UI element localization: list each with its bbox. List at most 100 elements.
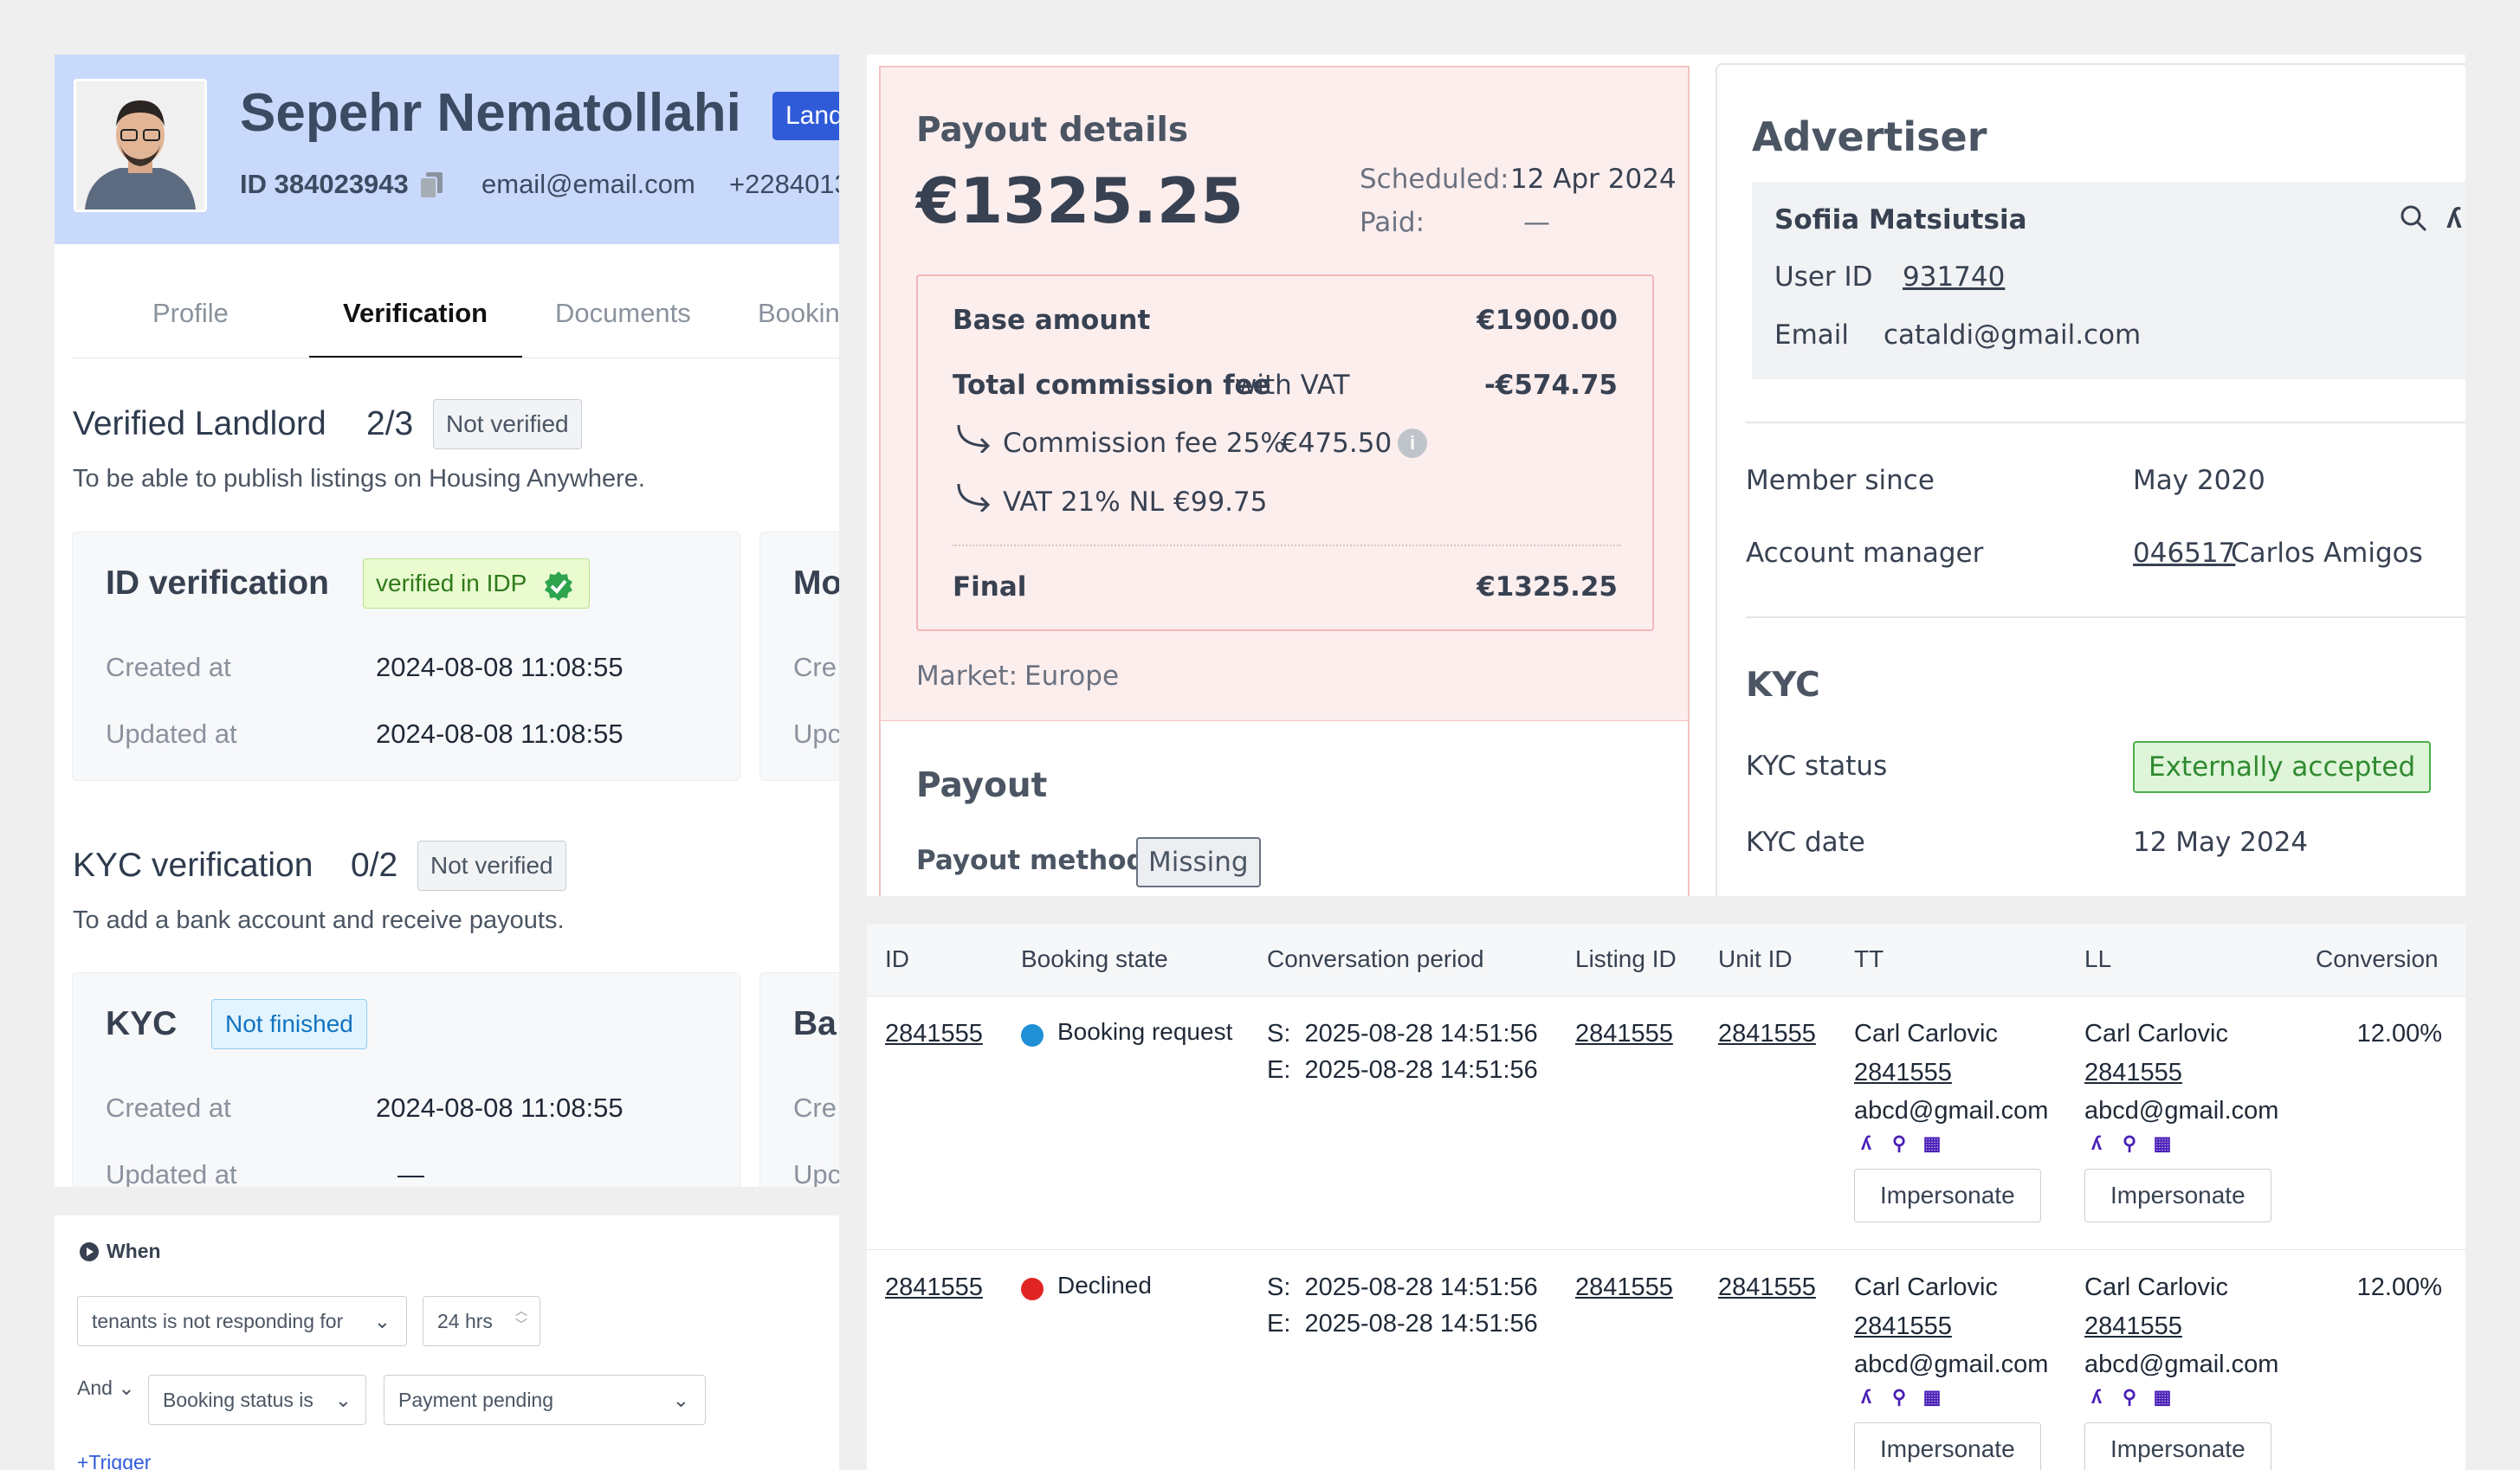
impersonate-landlord-button[interactable]: Impersonate <box>2084 1169 2271 1222</box>
when-title: When <box>107 1240 161 1262</box>
final-label: Final <box>953 571 1027 603</box>
tab-bookings[interactable]: Bookin <box>758 298 839 328</box>
duration-value: 24 hrs <box>437 1310 493 1332</box>
info-icon[interactable]: i <box>1398 429 1427 458</box>
booking-state: Booking request <box>1057 1018 1233 1045</box>
status-field-value: Booking status is <box>163 1389 313 1411</box>
kyc-verification-title: KYC verification <box>73 847 313 884</box>
conversation-end: E: 2025-08-28 14:51:56 <box>1267 1056 1538 1084</box>
status-value-select[interactable]: Payment pending ⌄ <box>384 1375 706 1425</box>
advertiser-user-box: Sofiia Matsiutsia ʎ User ID 931740 Email… <box>1752 182 2465 379</box>
booking-id-link[interactable]: 2841555 <box>885 1273 983 1301</box>
active-tab-indicator <box>309 356 522 358</box>
and-operator[interactable]: And ⌄ <box>77 1377 135 1400</box>
landlord-id-link[interactable]: 2841555 <box>2084 1312 2182 1340</box>
vat-value: €99.75 <box>1173 487 1268 518</box>
column-header-ll: LL <box>2084 945 2112 972</box>
hubspot-icon[interactable]: ⚲ <box>2122 1386 2137 1408</box>
condition-select[interactable]: tenants is not responding for ⌄ <box>77 1296 407 1346</box>
impersonate-icon[interactable]: ʎ <box>2090 1132 2103 1154</box>
intercom-icon[interactable]: ▦ <box>1922 1132 1942 1154</box>
intercom-icon[interactable]: ▦ <box>2153 1132 2172 1154</box>
profile-header: Sepehr Nematollahi Land ID 384023943 ema… <box>55 55 839 244</box>
status-value: Payment pending <box>398 1389 554 1411</box>
avatar <box>74 79 207 212</box>
condition-value: tenants is not responding for <box>92 1310 344 1332</box>
role-badge: Land <box>772 92 839 140</box>
impersonate-tenant-button[interactable]: Impersonate <box>1854 1169 2041 1222</box>
status-field-select[interactable]: Booking status is ⌄ <box>148 1375 366 1425</box>
kyc-created-label: Created at <box>106 1093 231 1123</box>
add-trigger-link[interactable]: +Trigger <box>77 1451 152 1470</box>
chevron-down-icon: ⌄ <box>373 1310 391 1332</box>
bank-updated-label: Upc <box>793 1159 839 1187</box>
stepper-icon[interactable]: ︿ ﹀ <box>515 1304 527 1331</box>
arrow-return-icon <box>955 482 993 516</box>
kyc-card: KYC Not finished Created at 2024-08-08 1… <box>72 972 740 1187</box>
tab-verification[interactable]: Verification <box>343 298 488 328</box>
state-dot <box>1021 1278 1044 1300</box>
impersonate-tenant-button[interactable]: Impersonate <box>1854 1422 2041 1470</box>
hubspot-icon[interactable]: ⚲ <box>2122 1132 2137 1154</box>
conversation-start: S: 2025-08-28 14:51:56 <box>1267 1273 1538 1301</box>
copy-icon[interactable] <box>418 171 444 204</box>
impersonate-icon[interactable]: ʎ <box>1860 1386 1872 1408</box>
landlord-email: abcd@gmail.com <box>2084 1351 2279 1378</box>
partial-updated-label: Upc <box>793 719 839 749</box>
kyc-updated-label: Updated at <box>106 1159 237 1187</box>
profile-id: ID 384023943 <box>240 169 409 199</box>
account-manager-label: Account manager <box>1746 538 1984 569</box>
booking-id-link[interactable]: 2841555 <box>885 1020 983 1048</box>
conversation-start: S: 2025-08-28 14:51:56 <box>1267 1020 1538 1048</box>
partial-verification-card: Mo Cre Upc <box>759 532 839 781</box>
advertiser-name: Sofiia Matsiutsia <box>1774 204 2027 235</box>
tab-documents[interactable]: Documents <box>555 298 691 328</box>
tab-profile[interactable]: Profile <box>152 298 229 328</box>
and-label: And <box>77 1377 113 1399</box>
kyc-card-title: KYC <box>106 1005 178 1042</box>
scheduled-value: 12 Apr 2024 <box>1510 164 1677 195</box>
bookings-table: ID Booking state Conversation period Lis… <box>867 925 2465 1470</box>
impersonate-landlord-button[interactable]: Impersonate <box>2084 1422 2271 1470</box>
table-header <box>867 925 2465 996</box>
hubspot-icon[interactable]: ⚲ <box>1891 1386 1907 1408</box>
kyc-updated-value: — <box>397 1159 424 1187</box>
unit-id-link[interactable]: 2841555 <box>1718 1273 1816 1301</box>
kyc-verification-description: To add a bank account and receive payout… <box>73 906 565 934</box>
hubspot-icon[interactable]: ⚲ <box>1891 1132 1907 1154</box>
listing-id-link[interactable]: 2841555 <box>1575 1273 1673 1301</box>
listing-id-link[interactable]: 2841555 <box>1575 1020 1673 1048</box>
advertiser-title: Advertiser <box>1752 113 1987 160</box>
verified-landlord-description: To be able to publish listings on Housin… <box>73 465 645 493</box>
impersonate-icon[interactable]: ʎ <box>2446 203 2462 234</box>
kyc-created-value: 2024-08-08 11:08:55 <box>376 1093 624 1123</box>
tenant-id-link[interactable]: 2841555 <box>1854 1059 1952 1086</box>
account-manager-id-link[interactable]: 046517 <box>2133 538 2236 569</box>
intercom-icon[interactable]: ▦ <box>2153 1386 2172 1408</box>
table-row: 2841555 Declined S: 2025-08-28 14:51:56 … <box>867 1250 2465 1470</box>
search-icon[interactable] <box>2400 204 2427 236</box>
tenant-email: abcd@gmail.com <box>1854 1097 2049 1125</box>
unit-id-link[interactable]: 2841555 <box>1718 1020 1816 1048</box>
scheduled-label: Scheduled: <box>1360 164 1509 195</box>
payout-details-title: Payout details <box>916 111 1189 150</box>
user-id-link[interactable]: 931740 <box>1903 261 2006 293</box>
impersonate-icon[interactable]: ʎ <box>1860 1132 1872 1154</box>
booking-state: Declined <box>1057 1272 1152 1299</box>
impersonate-icon[interactable]: ʎ <box>2090 1386 2103 1408</box>
chevron-down-icon: ⌄ <box>334 1389 352 1411</box>
vat-label: VAT 21% NL <box>1003 487 1165 518</box>
landlord-id-link[interactable]: 2841555 <box>2084 1059 2182 1086</box>
duration-input[interactable]: 24 hrs ︿ ﹀ <box>423 1296 540 1346</box>
intercom-icon[interactable]: ▦ <box>1922 1386 1942 1408</box>
kyc-date-label: KYC date <box>1746 827 1865 858</box>
kyc-date-value: 12 May 2024 <box>2133 827 2309 858</box>
user-id-label: User ID <box>1774 261 1873 293</box>
landlord-name: Carl Carlovic <box>2084 1273 2228 1301</box>
tenant-id-link[interactable]: 2841555 <box>1854 1312 1952 1340</box>
check-badge-icon <box>542 570 575 619</box>
updated-at-value: 2024-08-08 11:08:55 <box>376 719 624 749</box>
landlord-actions: ʎ ⚲ ▦ <box>2086 1387 2185 1408</box>
arrow-return-icon <box>955 423 993 457</box>
commission-fee-label: Commission fee 25% <box>1003 428 1286 459</box>
